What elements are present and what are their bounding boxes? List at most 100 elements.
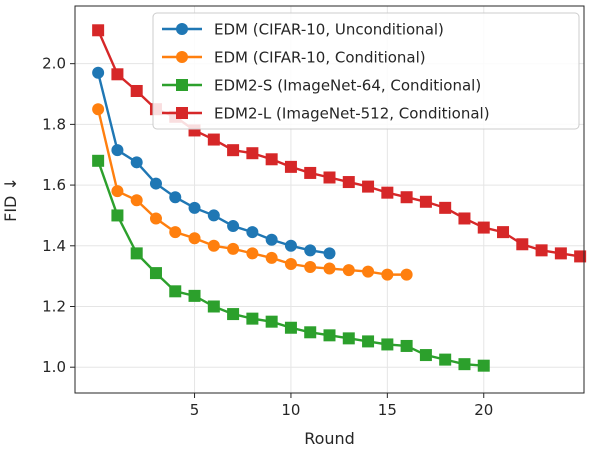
data-point: [381, 338, 394, 351]
data-point: [265, 153, 278, 166]
data-point: [246, 147, 259, 160]
data-point: [265, 251, 278, 264]
data-point: [188, 289, 201, 302]
legend-item-0: EDM (CIFAR-10, Unconditional): [162, 21, 444, 39]
legend-marker: [176, 79, 188, 91]
data-point: [497, 226, 510, 239]
series-0: [92, 66, 336, 260]
data-point: [304, 326, 317, 339]
data-point: [342, 176, 355, 189]
data-point: [516, 238, 529, 251]
data-point: [246, 247, 259, 260]
data-point: [477, 359, 490, 372]
data-point: [323, 329, 336, 342]
legend: EDM (CIFAR-10, Unconditional) EDM (CIFAR-…: [152, 12, 580, 130]
data-point: [477, 221, 490, 234]
data-point: [207, 209, 220, 222]
data-point: [265, 315, 278, 328]
data-point: [400, 191, 413, 204]
axis-ticks: 5 10 15 20 1.0 1.2 1.4 1.6 1.8 2.0: [42, 55, 493, 419]
data-point: [304, 261, 317, 274]
legend-label: EDM2-S (ImageNet-64, Conditional): [214, 77, 481, 95]
data-point: [458, 358, 471, 371]
data-point: [304, 244, 317, 257]
legend-item-1: EDM (CIFAR-10, Conditional): [162, 49, 426, 67]
data-point: [111, 185, 124, 198]
data-point: [111, 144, 124, 157]
data-point: [284, 258, 297, 270]
data-point: [188, 232, 201, 245]
data-point: [284, 321, 297, 334]
data-point: [323, 247, 336, 260]
data-point: [400, 339, 413, 352]
x-axis-label: Round: [304, 429, 355, 448]
legend-marker: [176, 23, 188, 35]
data-point: [92, 154, 105, 167]
data-point: [149, 177, 162, 190]
x-tick-label: 20: [474, 401, 493, 419]
data-point: [284, 160, 297, 173]
data-point: [381, 268, 394, 281]
data-point: [574, 250, 587, 263]
x-tick-label: 10: [281, 401, 300, 419]
legend-item-2: EDM2-S (ImageNet-64, Conditional): [162, 77, 481, 95]
data-point: [92, 24, 105, 37]
data-point: [149, 212, 162, 225]
data-point: [92, 103, 105, 116]
legend-item-3: EDM2-L (ImageNet-512, Conditional): [162, 105, 490, 123]
y-tick-label: 1.4: [42, 237, 66, 255]
data-point: [362, 335, 375, 348]
data-point: [439, 353, 452, 366]
data-point: [227, 220, 240, 233]
data-point: [207, 239, 220, 252]
data-point: [207, 133, 220, 146]
data-point: [227, 144, 240, 157]
data-point: [169, 226, 182, 239]
data-point: [419, 349, 432, 362]
data-point: [111, 209, 124, 222]
data-point: [554, 247, 567, 260]
data-point: [323, 262, 336, 275]
y-axis-label: FID ↓: [1, 177, 20, 222]
y-tick-label: 2.0: [42, 55, 66, 73]
x-tick-label: 15: [378, 401, 397, 419]
data-point: [246, 312, 259, 325]
data-point: [535, 244, 548, 257]
legend-label: EDM2-L (ImageNet-512, Conditional): [214, 105, 490, 123]
data-point: [207, 300, 220, 313]
legend-label: EDM (CIFAR-10, Conditional): [214, 49, 426, 67]
data-point: [227, 308, 240, 321]
data-point: [323, 171, 336, 184]
data-point: [130, 84, 143, 97]
y-tick-label: 1.6: [42, 176, 66, 194]
data-point: [419, 195, 432, 208]
data-point: [227, 242, 240, 255]
data-point: [342, 332, 355, 345]
data-point: [169, 285, 182, 298]
data-point: [400, 268, 413, 281]
legend-marker: [176, 51, 188, 63]
legend-box: [152, 12, 580, 130]
data-point: [149, 267, 162, 280]
data-point: [169, 191, 182, 204]
legend-marker: [176, 107, 188, 119]
series-2: [92, 154, 490, 372]
data-point: [111, 68, 124, 81]
data-point: [188, 124, 201, 137]
plot-frame: [74, 5, 585, 394]
data-point: [130, 194, 143, 207]
y-tick-label: 1.2: [42, 297, 66, 315]
data-point: [130, 156, 143, 169]
data-point: [246, 226, 259, 239]
legend-label: EDM (CIFAR-10, Unconditional): [214, 21, 444, 39]
data-point: [188, 201, 201, 214]
data-point: [342, 264, 355, 277]
data-point: [130, 247, 143, 260]
data-point: [92, 66, 105, 79]
y-tick-label: 1.8: [42, 115, 66, 133]
data-point: [304, 166, 317, 179]
data-point: [362, 180, 375, 193]
x-tick-label: 5: [190, 401, 200, 419]
y-tick-label: 1.0: [42, 358, 66, 376]
